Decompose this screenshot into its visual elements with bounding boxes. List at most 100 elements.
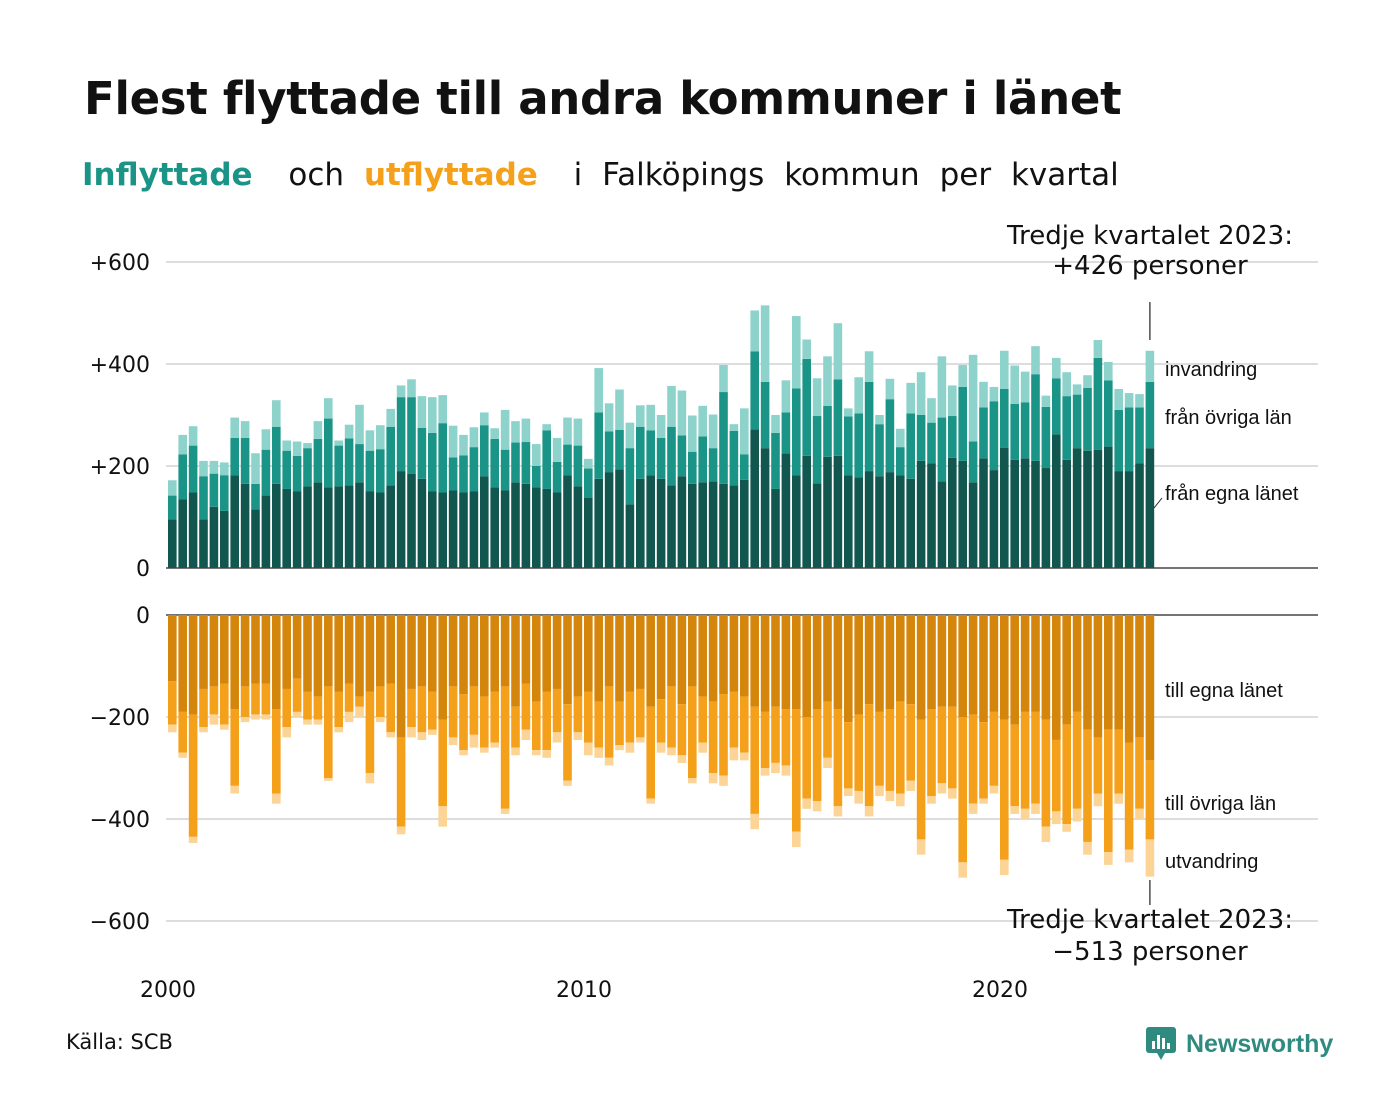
bar [948, 385, 957, 417]
bar [1062, 372, 1071, 397]
bar [324, 398, 333, 419]
bar [656, 699, 666, 743]
bar [251, 453, 260, 484]
bar [646, 430, 655, 476]
bar [802, 717, 811, 799]
bar [760, 615, 770, 712]
bar [407, 379, 416, 398]
bar [812, 378, 822, 417]
bar [500, 490, 510, 568]
bar [438, 806, 447, 827]
bar [490, 742, 499, 748]
bar [1000, 388, 1009, 448]
bar [407, 727, 416, 738]
subtitle-word: per [939, 157, 992, 193]
bar [521, 442, 531, 484]
bar [428, 397, 437, 433]
bar [396, 471, 406, 568]
bar [168, 495, 177, 520]
bar [542, 488, 551, 568]
bar [261, 615, 271, 684]
bar [386, 732, 395, 738]
bar [1041, 395, 1051, 407]
bar [563, 444, 572, 476]
bar [199, 688, 208, 728]
bar [792, 709, 801, 832]
bar [688, 451, 697, 484]
bar [740, 696, 749, 753]
bar [292, 615, 302, 679]
bar [1093, 737, 1103, 794]
bar [178, 752, 187, 758]
bar [1000, 719, 1009, 860]
bar [927, 796, 936, 804]
bar [396, 385, 406, 398]
subtitle-word: Falköpings [602, 157, 765, 193]
bar [1135, 808, 1144, 819]
bar [1135, 737, 1144, 809]
bar [386, 408, 395, 427]
y-tick-label: 0 [136, 557, 150, 582]
bar [1010, 403, 1019, 460]
bar [656, 742, 666, 753]
bar [438, 492, 447, 568]
bar [552, 732, 562, 743]
bar [480, 696, 489, 748]
bar [740, 752, 749, 761]
bar [740, 454, 749, 480]
source-note: Källa: SCB [66, 1030, 173, 1054]
bar [896, 475, 905, 568]
bar [490, 615, 499, 692]
bar [1124, 849, 1134, 863]
bar [1093, 793, 1103, 807]
bar [199, 476, 208, 520]
bar [303, 691, 312, 720]
bar [1145, 615, 1155, 761]
bar [469, 686, 479, 735]
bar [292, 678, 302, 712]
bar [958, 365, 967, 387]
bar [448, 615, 458, 687]
bar [604, 472, 614, 568]
bar [750, 351, 759, 430]
bar [823, 701, 832, 758]
bar [854, 790, 863, 804]
bar [168, 681, 177, 725]
bar [1104, 615, 1113, 730]
bar [1062, 396, 1071, 460]
bar [667, 426, 676, 486]
bar [1083, 387, 1092, 451]
bar [646, 615, 655, 707]
bar [750, 615, 759, 707]
bar [532, 466, 541, 488]
bar [1104, 380, 1113, 447]
bar [168, 615, 177, 682]
subtitle-utflyttade: utflyttade [363, 157, 538, 193]
bar [927, 709, 936, 797]
bar [396, 737, 406, 827]
bar [708, 773, 718, 784]
bar [698, 696, 707, 743]
bar [1062, 824, 1071, 832]
bar [573, 696, 583, 733]
bar [459, 434, 468, 456]
bar [1010, 365, 1019, 404]
bar [937, 706, 947, 784]
bar [948, 457, 957, 568]
bar [844, 416, 853, 476]
bar [1124, 615, 1134, 743]
bar [209, 473, 219, 507]
bar [188, 836, 198, 843]
bar [438, 423, 447, 493]
bar [625, 742, 635, 753]
bar [240, 483, 250, 568]
bar [771, 432, 780, 489]
bar [542, 750, 551, 758]
bar [584, 468, 593, 498]
bar [188, 492, 198, 568]
bar [292, 711, 302, 717]
bar [896, 701, 905, 794]
bar [781, 765, 791, 776]
bar [365, 491, 375, 568]
bar [313, 615, 323, 697]
